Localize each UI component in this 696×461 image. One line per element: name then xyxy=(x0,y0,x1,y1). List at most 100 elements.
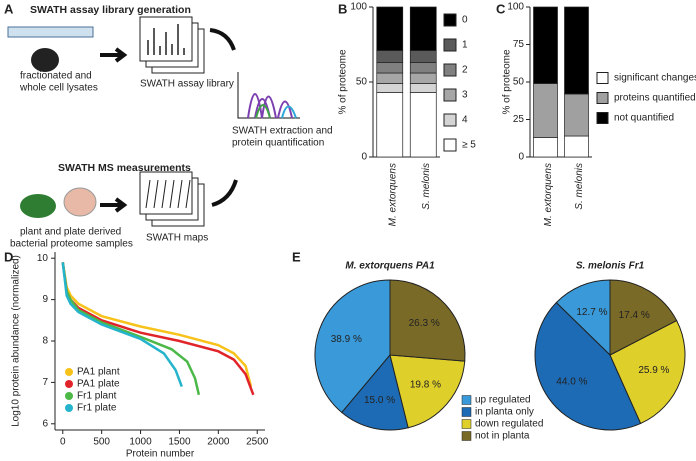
y-tick-label: 8 xyxy=(42,336,48,347)
legend-swatch xyxy=(443,13,457,27)
legend-marker xyxy=(65,404,73,412)
pie-slice xyxy=(609,279,678,356)
pie-slice xyxy=(389,279,466,362)
y-tick-label: 100 xyxy=(507,2,524,13)
x-tick-label: S. melonis xyxy=(421,163,432,210)
line xyxy=(61,262,253,387)
legend-swatch xyxy=(461,407,472,417)
x-tick-label: 500 xyxy=(93,437,110,448)
pie-slice xyxy=(534,301,642,431)
legend-marker xyxy=(65,368,73,376)
legend-label: up regulated xyxy=(475,395,531,406)
bar-segment xyxy=(564,6,589,95)
legend-label: in planta only xyxy=(475,407,534,418)
arrow xyxy=(211,179,238,207)
slice-label: 44.0 % xyxy=(556,376,587,387)
y-tick-label: 50 xyxy=(356,77,368,88)
legend-label: PA1 plate xyxy=(77,379,120,390)
slice-label: 15.0 % xyxy=(364,395,395,406)
legend-marker xyxy=(65,380,73,388)
legend-swatch xyxy=(596,112,609,124)
step-title: SWATH MS measurements xyxy=(58,162,191,174)
slice-label: 26.3 % xyxy=(409,318,440,329)
panel-label: E xyxy=(292,249,301,264)
panel-label: C xyxy=(496,1,506,16)
plant-icon xyxy=(20,194,56,218)
plate-icon xyxy=(63,187,97,217)
x-tick-label: 2000 xyxy=(207,437,230,448)
arrow xyxy=(100,197,128,213)
y-tick-label: 0 xyxy=(518,152,524,163)
input-text: plant and plate derived xyxy=(20,227,121,238)
x-tick-label: 1500 xyxy=(168,437,191,448)
legend-label: not quantified xyxy=(614,113,674,124)
legend-swatch xyxy=(443,38,457,52)
x-tick-label: M. extorquens xyxy=(387,163,398,226)
slice-label: 17.4 % xyxy=(619,310,650,321)
x-tick-label: M. extorquens xyxy=(543,163,554,226)
chromatogram-axes xyxy=(237,72,300,119)
bar-segment xyxy=(376,62,404,74)
bar-segment xyxy=(409,50,437,63)
x-axis-label: Protein number xyxy=(126,449,195,460)
y-tick-label: 25 xyxy=(513,114,525,125)
legend-label: down regulated xyxy=(475,419,543,430)
panel-label: D xyxy=(4,249,13,264)
line xyxy=(61,262,201,396)
bar-segment xyxy=(409,6,437,51)
legend-label: 2 xyxy=(462,65,468,76)
bar-segment xyxy=(533,137,558,158)
pie-title: S. melonis Fr1 xyxy=(576,261,645,272)
panel-label: A xyxy=(4,1,14,16)
legend-label: not in planta xyxy=(475,431,530,442)
y-axis-label: % of proteome xyxy=(502,49,513,114)
bar-segment xyxy=(376,72,404,84)
y-tick-label: 6 xyxy=(42,418,48,429)
x-tick-label: 0 xyxy=(60,437,66,448)
bar-segment xyxy=(564,93,589,137)
bar-segment xyxy=(409,62,437,74)
arrow xyxy=(209,28,236,51)
peaks xyxy=(247,93,293,119)
slice-label: 12.7 % xyxy=(576,307,607,318)
step-title: SWATH assay library generation xyxy=(30,4,191,16)
legend-swatch xyxy=(443,88,457,102)
workflow-diagram: SWATH assay library generation fractiona… xyxy=(7,4,333,250)
legend-swatch xyxy=(461,395,472,405)
bar-segment xyxy=(409,83,437,93)
arrow xyxy=(100,47,128,63)
lysate-icon xyxy=(31,48,59,72)
pie-slice xyxy=(341,353,409,431)
y-tick-label: 75 xyxy=(513,39,525,50)
legend-marker xyxy=(65,392,73,400)
pie-title: M. extorquens PA1 xyxy=(345,261,435,272)
bar-segment xyxy=(533,6,558,84)
panel-label: B xyxy=(338,1,347,16)
legend-label: PA1 plant xyxy=(77,367,120,378)
y-axis-label: Log10 protein abundance (normalized) xyxy=(11,255,22,427)
input-text: whole cell lysates xyxy=(19,83,98,94)
x-tick-label: 1000 xyxy=(129,437,152,448)
legend-label: significant changes xyxy=(614,73,696,84)
slice-label: 25.9 % xyxy=(638,365,669,376)
bar-segment xyxy=(409,72,437,84)
legend-label: Fr1 plate xyxy=(77,403,117,414)
peaks xyxy=(255,104,271,119)
x-tick-label: 2500 xyxy=(246,437,269,448)
legend-label: proteins quantified xyxy=(614,93,696,104)
legend-swatch xyxy=(443,63,457,77)
y-tick-label: 7 xyxy=(42,377,48,388)
legend-swatch xyxy=(443,113,457,127)
legend-swatch xyxy=(596,72,609,84)
legend-label: 1 xyxy=(462,40,468,51)
y-tick-label: 50 xyxy=(513,77,525,88)
plate-icon xyxy=(7,26,94,38)
input-text: fractionated and xyxy=(20,71,92,82)
y-tick-label: 9 xyxy=(42,294,48,305)
y-tick-label: 100 xyxy=(350,2,367,13)
output-text: SWATH assay library xyxy=(140,79,234,90)
legend-swatch xyxy=(461,431,472,441)
input-text: bacterial proteome samples xyxy=(10,239,133,250)
bar-segment xyxy=(376,6,404,51)
